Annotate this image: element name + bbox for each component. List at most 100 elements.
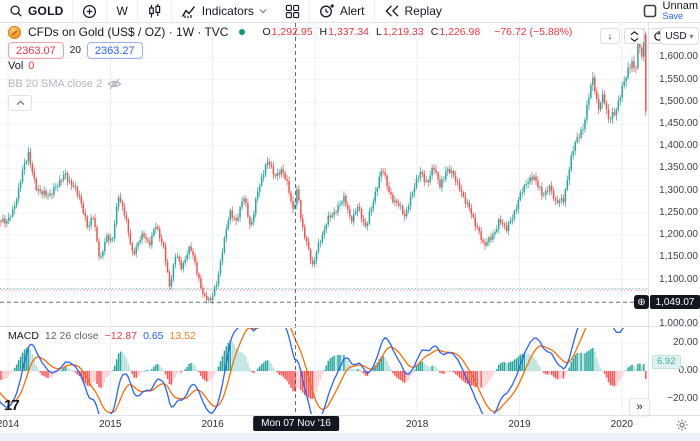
chart-style-button[interactable] <box>138 0 171 22</box>
indicators-button[interactable]: Indicators <box>172 0 276 22</box>
ohlc-pair: L 1,219.33 <box>376 26 424 38</box>
templates-button[interactable] <box>276 0 309 22</box>
volume-legend[interactable]: Vol 0 <box>8 60 34 72</box>
price-tick: 1,250.00 <box>659 206 698 218</box>
macd-hist-value: −12.87 <box>104 330 138 342</box>
year-label: 2020 <box>610 419 633 430</box>
macd-line-value: 0.65 <box>143 330 164 342</box>
ohlc-value: 1,337.34 <box>328 26 369 38</box>
year-label: 2014 <box>0 419 20 430</box>
plus-circle-icon <box>83 4 97 18</box>
bb-indicator-legend[interactable]: BB 20 SMA close 2 <box>8 78 122 90</box>
layout-name[interactable]: Unnam <box>662 0 698 12</box>
year-label: 2015 <box>99 419 122 430</box>
toolbar-divider <box>308 0 310 22</box>
price-tick: 1,300.00 <box>659 184 698 196</box>
ohlc-value: 1,292.95 <box>271 26 313 38</box>
ohlc-label: H <box>319 26 328 38</box>
top-toolbar: GOLD W <box>0 0 700 23</box>
tradingview-logo[interactable]: 17 <box>4 397 20 414</box>
gold-coin-icon <box>8 25 21 39</box>
ohlc-pair: C 1,226.98 <box>431 26 480 38</box>
market-status-dot <box>239 29 246 35</box>
indicators-icon <box>181 5 195 18</box>
crosshair-date-label: Mon 07 Nov '16 <box>253 416 339 431</box>
compare-add-button[interactable] <box>73 0 106 22</box>
toolbar-divider <box>136 0 138 22</box>
alert-label: Alert <box>339 4 365 18</box>
symbol-title: CFDs on Gold (US$ / OZ) · 1W · TVC <box>28 25 229 39</box>
macd-tick: −20.00 <box>667 393 698 404</box>
macd-params: 12 26 close <box>44 330 99 342</box>
alert-clock-icon <box>319 4 335 18</box>
ohlc-values: O 1,292.95 H 1,337.34 L 1,219.33 C 1,226.98 <box>262 26 480 38</box>
caret-down-icon: ▾ <box>689 31 694 41</box>
time-axis-divider <box>0 415 700 416</box>
layout-square-icon[interactable] <box>643 4 657 18</box>
macd-name: MACD <box>8 330 39 342</box>
interval-button[interactable]: W <box>107 0 136 22</box>
macd-tick: 20.00 <box>672 337 698 348</box>
volume-label: Vol <box>8 60 24 72</box>
year-label: 2016 <box>201 419 224 430</box>
pane-controls: ↓ <box>600 28 668 44</box>
price-tick: 1,100.00 <box>659 273 698 285</box>
maximize-pane-button[interactable] <box>624 28 644 44</box>
chevron-up-icon <box>16 100 24 106</box>
price-tick: 1,350.00 <box>659 162 698 174</box>
volume-value: 0 <box>28 60 35 72</box>
quote-row: 2363.07 20 2363.27 <box>8 42 143 59</box>
price-tick: 1,200.00 <box>659 229 698 241</box>
interval-label: W <box>116 4 128 18</box>
ohlc-pair: H 1,337.34 <box>320 26 369 38</box>
toolbar-right: Unnam Save <box>643 1 700 21</box>
macd-last-value-label: 6.92 <box>652 355 681 370</box>
sell-price-button[interactable]: 2363.07 <box>8 42 64 59</box>
symbol-name: GOLD <box>28 4 64 18</box>
price-tick: 1,450.00 <box>659 117 698 129</box>
alert-button[interactable]: Alert <box>310 0 374 22</box>
toolbar-divider <box>106 0 108 22</box>
maximize-chevrons-icon <box>630 30 638 42</box>
ohlc-value: 1,219.33 <box>382 26 424 38</box>
spread-value: 20 <box>69 45 81 56</box>
price-scale[interactable]: 1,600.00 1,550.00 1,500.00 1,450.00 1,400.00… <box>648 22 700 433</box>
arrow-down-icon: ↓ <box>607 31 613 41</box>
currency-label: USD <box>665 30 687 42</box>
currency-selector[interactable]: USD ▾ <box>660 27 699 45</box>
symbol-search-button[interactable]: GOLD <box>0 0 72 22</box>
chevron-down-icon <box>259 9 267 14</box>
toolbar-divider <box>373 0 375 22</box>
add-alert-plus-button[interactable]: ⊕ <box>634 295 649 309</box>
macd-legend[interactable]: MACD 12 26 close −12.87 0.65 13.52 <box>8 330 196 342</box>
price-tick: 1,000.00 <box>659 318 698 329</box>
time-axis[interactable]: 2020201920182017201620152014 Mon 07 Nov … <box>0 416 700 433</box>
change-value: −76.72 (−5.88%) <box>494 26 573 38</box>
replay-button[interactable]: Replay <box>375 0 451 22</box>
macd-signal-value: 13.52 <box>169 330 196 342</box>
move-pane-down-button[interactable]: ↓ <box>600 28 620 44</box>
ohlc-label: C <box>430 26 439 38</box>
replay-rewind-icon <box>384 5 399 17</box>
save-layout-link[interactable]: Save <box>662 11 684 21</box>
replay-label: Replay <box>404 4 442 18</box>
pane-divider[interactable] <box>0 326 700 327</box>
ohlc-value: 1,226.98 <box>439 26 481 38</box>
ohlc-label: L <box>376 26 382 38</box>
collapse-legend-button[interactable] <box>8 95 32 111</box>
gear-icon <box>676 419 688 431</box>
price-tick: 1,500.00 <box>659 95 698 107</box>
bb-indicator-label: BB 20 SMA close 2 <box>8 78 103 90</box>
eye-off-icon[interactable] <box>107 78 122 90</box>
plus-circle-small-icon: ⊕ <box>637 296 646 308</box>
price-tick: 1,150.00 <box>659 251 698 263</box>
macd-tick: 0.00 <box>678 365 698 376</box>
symbol-legend[interactable]: CFDs on Gold (US$ / OZ) · 1W · TVC O 1,29… <box>8 25 572 39</box>
price-tick: 1,600.00 <box>659 51 698 63</box>
candlestick-icon <box>148 4 160 18</box>
price-tick: 1,550.00 <box>659 73 698 85</box>
main-chart-canvas[interactable] <box>0 22 648 415</box>
time-axis-settings-button[interactable] <box>676 419 688 431</box>
scroll-right-button[interactable]: » <box>629 398 650 416</box>
buy-price-button[interactable]: 2363.27 <box>86 42 143 59</box>
